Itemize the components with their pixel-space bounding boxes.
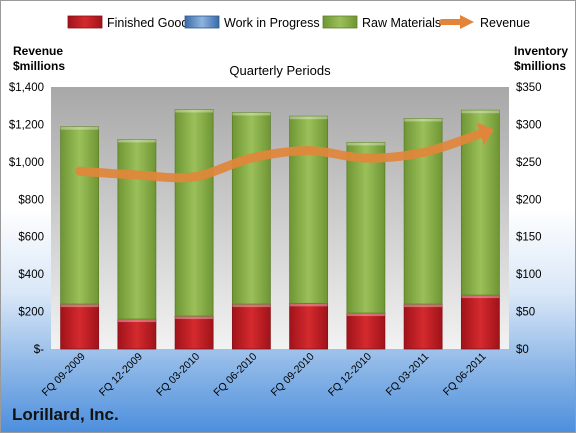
legend-item-revenue: Revenue xyxy=(439,15,530,30)
bar-cap xyxy=(346,142,385,146)
left-axis-title-line2: $millions xyxy=(13,59,65,73)
left-tick-label: $200 xyxy=(18,307,44,319)
bar-finished-goods xyxy=(403,303,443,350)
bar-finished-goods xyxy=(289,302,329,350)
right-tick-label: $0 xyxy=(516,344,529,356)
bar-raw-materials xyxy=(60,126,100,305)
left-tick-label: $- xyxy=(34,344,44,356)
bar-cap xyxy=(289,303,328,307)
bar-raw-materials xyxy=(289,115,329,304)
bar-cap xyxy=(346,313,385,317)
bar-raw-materials xyxy=(117,138,157,320)
left-axis-title-line1: Revenue xyxy=(13,44,63,58)
legend: Finished Goods Work in Progress Raw Mate… xyxy=(67,15,530,30)
bar-finished-goods xyxy=(117,318,157,350)
legend-item-finished-goods: Finished Goods xyxy=(67,15,195,30)
legend-label-work-in-progress: Work in Progress xyxy=(224,16,320,30)
right-tick-label: $150 xyxy=(516,232,542,244)
x-tick-label: FQ 09-2010 xyxy=(269,351,317,399)
legend-item-raw-materials: Raw Materials xyxy=(322,15,441,30)
bar-cap xyxy=(404,304,443,308)
right-tick-label: $250 xyxy=(516,157,542,169)
bar-finished-goods xyxy=(346,312,386,350)
left-axis: $- $200 $400 $600 $800 $1,000 $1,200 $1,400 xyxy=(9,82,44,356)
bar-cap xyxy=(404,118,443,122)
bar-cap xyxy=(461,295,500,299)
bar-finished-goods xyxy=(231,303,271,350)
legend-item-work-in-progress: Work in Progress xyxy=(184,15,320,30)
legend-label-raw-materials: Raw Materials xyxy=(362,16,441,30)
bar-raw-materials xyxy=(346,141,386,314)
bar-cap xyxy=(175,316,214,320)
left-tick-label: $1,400 xyxy=(9,82,44,94)
x-tick-label: FQ 06-2011 xyxy=(441,351,489,399)
company-name: Lorillard, Inc. xyxy=(12,405,119,424)
bar-raw-materials xyxy=(231,112,271,305)
left-tick-label: $1,200 xyxy=(9,119,44,131)
bar-cap xyxy=(60,304,99,308)
bar-finished-goods xyxy=(60,303,100,350)
left-tick-label: $400 xyxy=(18,269,44,281)
legend-label-finished-goods: Finished Goods xyxy=(107,16,195,30)
revenue-arrowhead xyxy=(476,122,494,146)
right-axis-title-line1: Inventory xyxy=(514,44,568,58)
chart-title: Quarterly Periods xyxy=(229,63,331,78)
bar-cap xyxy=(60,126,99,130)
bar-finished-goods xyxy=(460,294,500,350)
x-tick-label: FQ 03-2011 xyxy=(384,351,432,399)
legend-label-revenue: Revenue xyxy=(480,16,530,30)
right-tick-label: $350 xyxy=(516,82,542,94)
x-tick-label: FQ 12-2009 xyxy=(97,351,145,399)
x-tick-label: FQ 06-2010 xyxy=(211,351,259,399)
bar-finished-goods xyxy=(174,315,214,350)
left-tick-label: $1,000 xyxy=(9,157,44,169)
revenue-series-line xyxy=(75,129,485,183)
right-tick-label: $300 xyxy=(516,119,542,131)
bar-cap xyxy=(117,139,156,143)
x-tick-label: FQ 03-2010 xyxy=(154,351,202,399)
right-tick-label: $200 xyxy=(516,194,542,206)
right-axis-title-line2: $millions xyxy=(514,59,566,73)
x-tick-label: FQ 12-2010 xyxy=(326,351,374,399)
bar-cap xyxy=(289,116,328,120)
bar-cap xyxy=(232,112,271,116)
right-tick-label: $50 xyxy=(516,307,535,319)
right-axis: $0 $50 $100 $150 $200 $250 $300 $350 xyxy=(516,82,542,356)
right-tick-label: $100 xyxy=(516,269,542,281)
x-tick-label: FQ 09-2009 xyxy=(40,351,88,399)
bar-cap xyxy=(175,109,214,113)
left-tick-label: $800 xyxy=(18,194,44,206)
revenue-line xyxy=(75,122,494,183)
bar-cap xyxy=(461,110,500,114)
bar-cap xyxy=(232,304,271,308)
left-tick-label: $600 xyxy=(18,232,44,244)
x-axis: FQ 09-2009 FQ 12-2009 FQ 03-2010 FQ 06-2010… xyxy=(40,351,489,399)
bar-raw-materials xyxy=(174,109,214,317)
bar-cap xyxy=(117,319,156,323)
